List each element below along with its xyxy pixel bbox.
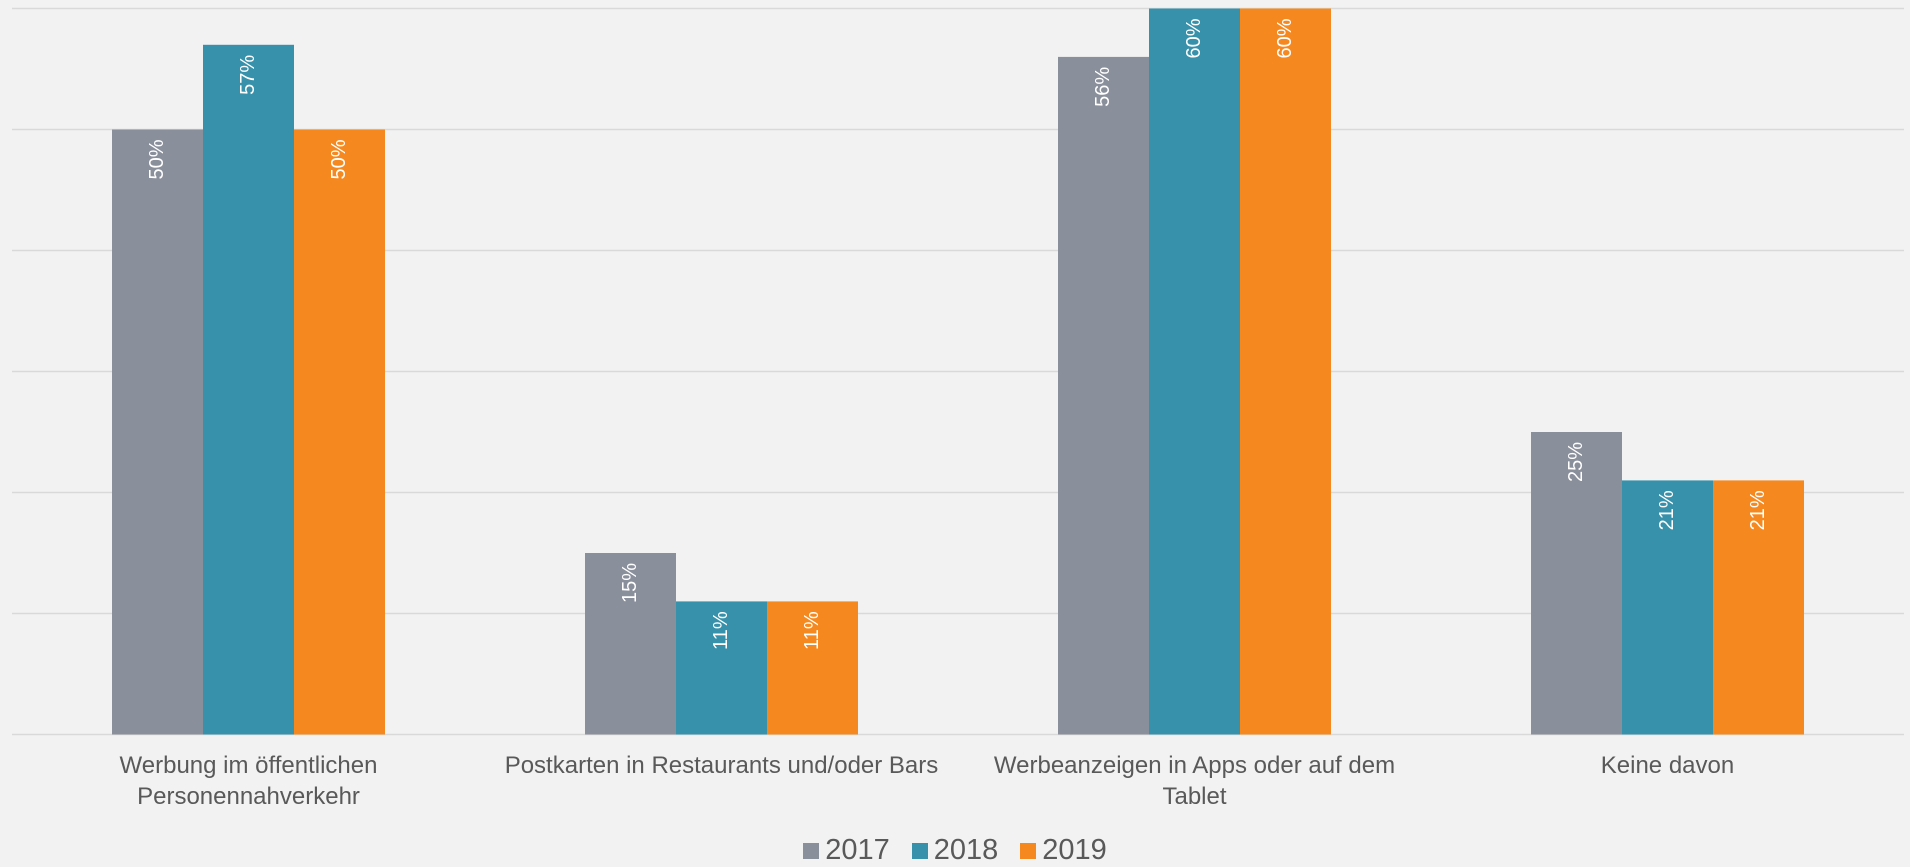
value-label: 21% [1656, 490, 1678, 530]
legend-label: 2018 [933, 834, 999, 866]
legend-swatch [803, 842, 820, 859]
x-tick-label: Postkarten in Restaurants und/oder Bars [504, 752, 939, 779]
legend-item: 2017 [803, 834, 890, 867]
bar [1149, 8, 1240, 735]
bar [203, 44, 294, 735]
legend-swatch [911, 842, 928, 859]
value-label: 57% [237, 55, 259, 95]
bar [112, 129, 203, 735]
bar [767, 601, 858, 735]
value-label: 50% [328, 139, 350, 179]
value-label: 11% [801, 611, 823, 650]
legend-label: 2017 [825, 834, 890, 866]
value-label: 56% [1092, 67, 1114, 107]
x-tick-label: Werbung im öffentlichen Personennahverke… [119, 752, 378, 810]
bar [1240, 8, 1331, 735]
bar [1058, 56, 1149, 735]
legend-swatch [1020, 842, 1037, 859]
value-label: 50% [146, 139, 168, 179]
legend-label: 2019 [1042, 834, 1107, 866]
bar [1622, 480, 1713, 735]
bar [676, 601, 767, 735]
value-label: 25% [1565, 442, 1587, 482]
legend: 2017 2018 2019 [0, 834, 1910, 867]
legend-item: 2019 [1020, 834, 1107, 867]
x-tick-label: Werbeanzeigen in Apps oder auf dem Table… [993, 752, 1396, 810]
bar [585, 553, 676, 735]
legend-item: 2018 [911, 834, 999, 867]
value-label: 21% [1747, 490, 1769, 530]
value-label: 11% [710, 611, 732, 650]
x-tick-label: Keine davon [1600, 752, 1735, 779]
bar [1531, 432, 1622, 735]
bar [1713, 480, 1804, 735]
value-label: 15% [619, 563, 641, 603]
bar [294, 129, 385, 735]
value-label: 60% [1183, 18, 1205, 58]
value-label: 60% [1274, 18, 1296, 58]
